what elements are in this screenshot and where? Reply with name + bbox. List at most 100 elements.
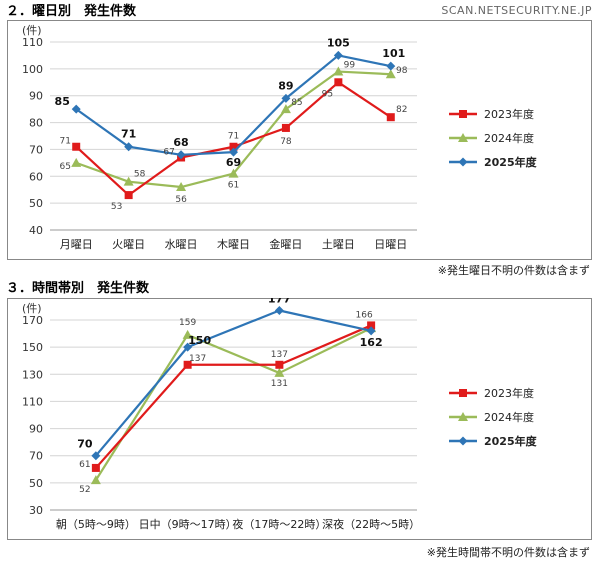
chart-frame: [7, 20, 592, 260]
legend-marker-2025: [458, 436, 468, 446]
point-marker-2024: [333, 66, 344, 76]
point-marker-2023: [91, 463, 100, 472]
point-marker-2025: [386, 61, 396, 71]
legend-label-2023: 2023年度: [484, 386, 534, 400]
data-label-2023: 71: [228, 132, 239, 142]
y-tick-label: 50: [29, 477, 43, 490]
data-label-2025: 105: [327, 36, 350, 49]
point-marker-2023: [281, 123, 290, 132]
x-tick-label: 日曜日: [374, 238, 407, 251]
data-label-2023: 78: [280, 137, 292, 147]
y-tick-label: 100: [22, 63, 43, 76]
data-label-2024: 99: [344, 61, 356, 71]
y-tick-label: 30: [29, 504, 43, 517]
chart2-note: ※発生時間帯不明の件数は含まず: [426, 546, 590, 559]
data-label-2025: 70: [77, 438, 93, 451]
x-tick-label: 水曜日: [165, 238, 198, 251]
x-tick-label: 月曜日: [60, 238, 93, 251]
data-label-2023: 137: [189, 354, 206, 364]
data-label-2023: 95: [322, 89, 333, 99]
point-marker-2025: [183, 342, 193, 352]
point-marker-2025: [124, 142, 134, 152]
y-tick-label: 70: [29, 143, 43, 156]
point-marker-2024: [280, 104, 291, 114]
x-tick-label: 夜（17時～22時）: [232, 517, 326, 531]
y-tick-label: 50: [29, 197, 43, 210]
x-tick-label: 金曜日: [269, 237, 302, 251]
point-marker-2025: [229, 147, 238, 157]
data-label-2024: 58: [134, 170, 146, 180]
data-label-2024: 52: [79, 485, 90, 495]
data-label-2023: 67: [163, 147, 174, 157]
legend-label-2025: 2025年度: [484, 434, 538, 448]
point-marker-2023: [183, 360, 192, 369]
data-label-2025: 162: [360, 336, 383, 349]
point-marker-2024: [71, 157, 82, 167]
data-label-2023: 71: [59, 137, 70, 147]
point-marker-2024: [182, 329, 193, 339]
data-label-2025: 177: [268, 298, 291, 306]
data-label-2023: 82: [396, 105, 407, 115]
chart-frame: [7, 298, 592, 540]
point-marker-2023: [386, 113, 395, 122]
point-marker-2023: [229, 142, 238, 151]
y-tick-label: 150: [22, 341, 43, 354]
point-marker-2025: [281, 93, 291, 103]
chart1-heading: ２．曜日別 発生件数: [6, 4, 137, 19]
legend-marker-2023: [459, 389, 467, 397]
timeband-line-chart: 30 50 70 90 110 130 150 170(件) 朝（5時～9時） 日中（9時～17時…: [7, 298, 592, 540]
weekday-line-chart: 40 50 60 70 80 90 100 110(件) 月曜日 火曜日 水曜日 木曜日 金曜日 土曜日 日…: [7, 20, 592, 260]
data-label-2025: 68: [173, 136, 188, 149]
x-tick-label: 朝（5時～9時）: [56, 518, 136, 531]
data-label-2024: 61: [228, 181, 239, 191]
point-marker-2025: [176, 150, 186, 160]
data-label-2024: 159: [179, 318, 196, 328]
legend-label-2025: 2025年度: [484, 155, 538, 169]
data-label-2024: 131: [271, 379, 288, 389]
point-marker-2025: [333, 50, 343, 60]
point-marker-2023: [275, 360, 284, 369]
legend-label-2023: 2023年度: [484, 107, 534, 121]
y-tick-label: 70: [29, 450, 43, 463]
x-tick-label: 木曜日: [217, 238, 250, 251]
y-tick-label: 40: [29, 224, 43, 237]
y-tick-label: 130: [22, 368, 43, 381]
point-marker-2025: [91, 451, 101, 461]
y-unit-label: (件): [22, 302, 42, 315]
point-marker-2024: [123, 176, 134, 186]
point-marker-2024: [176, 182, 187, 192]
y-tick-label: 170: [22, 314, 43, 327]
y-tick-label: 110: [22, 36, 43, 49]
data-label-2025: 85: [55, 95, 70, 108]
point-marker-2024: [274, 367, 285, 377]
data-label-2024: 56: [175, 195, 187, 205]
legend-marker-2024: [458, 412, 468, 421]
y-unit-label: (件): [22, 24, 42, 37]
legend-marker-2025: [458, 157, 468, 167]
chart2-heading: ３．時間帯別 発生件数: [6, 281, 150, 296]
data-label-2024: 85: [291, 98, 302, 108]
x-tick-label: 土曜日: [322, 238, 355, 251]
site-watermark: SCAN.NETSECURITY.NE.JP: [441, 4, 592, 17]
y-tick-label: 90: [29, 423, 43, 436]
data-label-2025: 71: [121, 128, 136, 141]
data-label-2025: 150: [188, 334, 211, 347]
data-label-2025: 69: [226, 156, 241, 169]
legend-label-2024: 2024年度: [484, 131, 534, 145]
x-tick-label: 日中（9時～17時）: [139, 518, 237, 531]
series-line-2023: [95, 324, 372, 469]
series-line-2025: [95, 309, 372, 457]
legend-marker-2024: [458, 133, 468, 142]
point-marker-2023: [334, 78, 343, 87]
data-label-2023: 53: [111, 202, 122, 212]
point-marker-2024: [385, 69, 396, 79]
data-label-2024: 98: [396, 66, 408, 76]
legend-label-2024: 2024年度: [484, 410, 534, 424]
data-label-2024: 65: [59, 162, 70, 172]
point-marker-2025: [71, 104, 81, 114]
point-marker-2023: [367, 321, 376, 330]
data-label-2023: 137: [271, 350, 288, 360]
point-marker-2023: [72, 142, 81, 151]
chart1-note: ※発生曜日不明の件数は含まず: [437, 264, 590, 277]
data-label-2023: 166: [356, 310, 373, 320]
